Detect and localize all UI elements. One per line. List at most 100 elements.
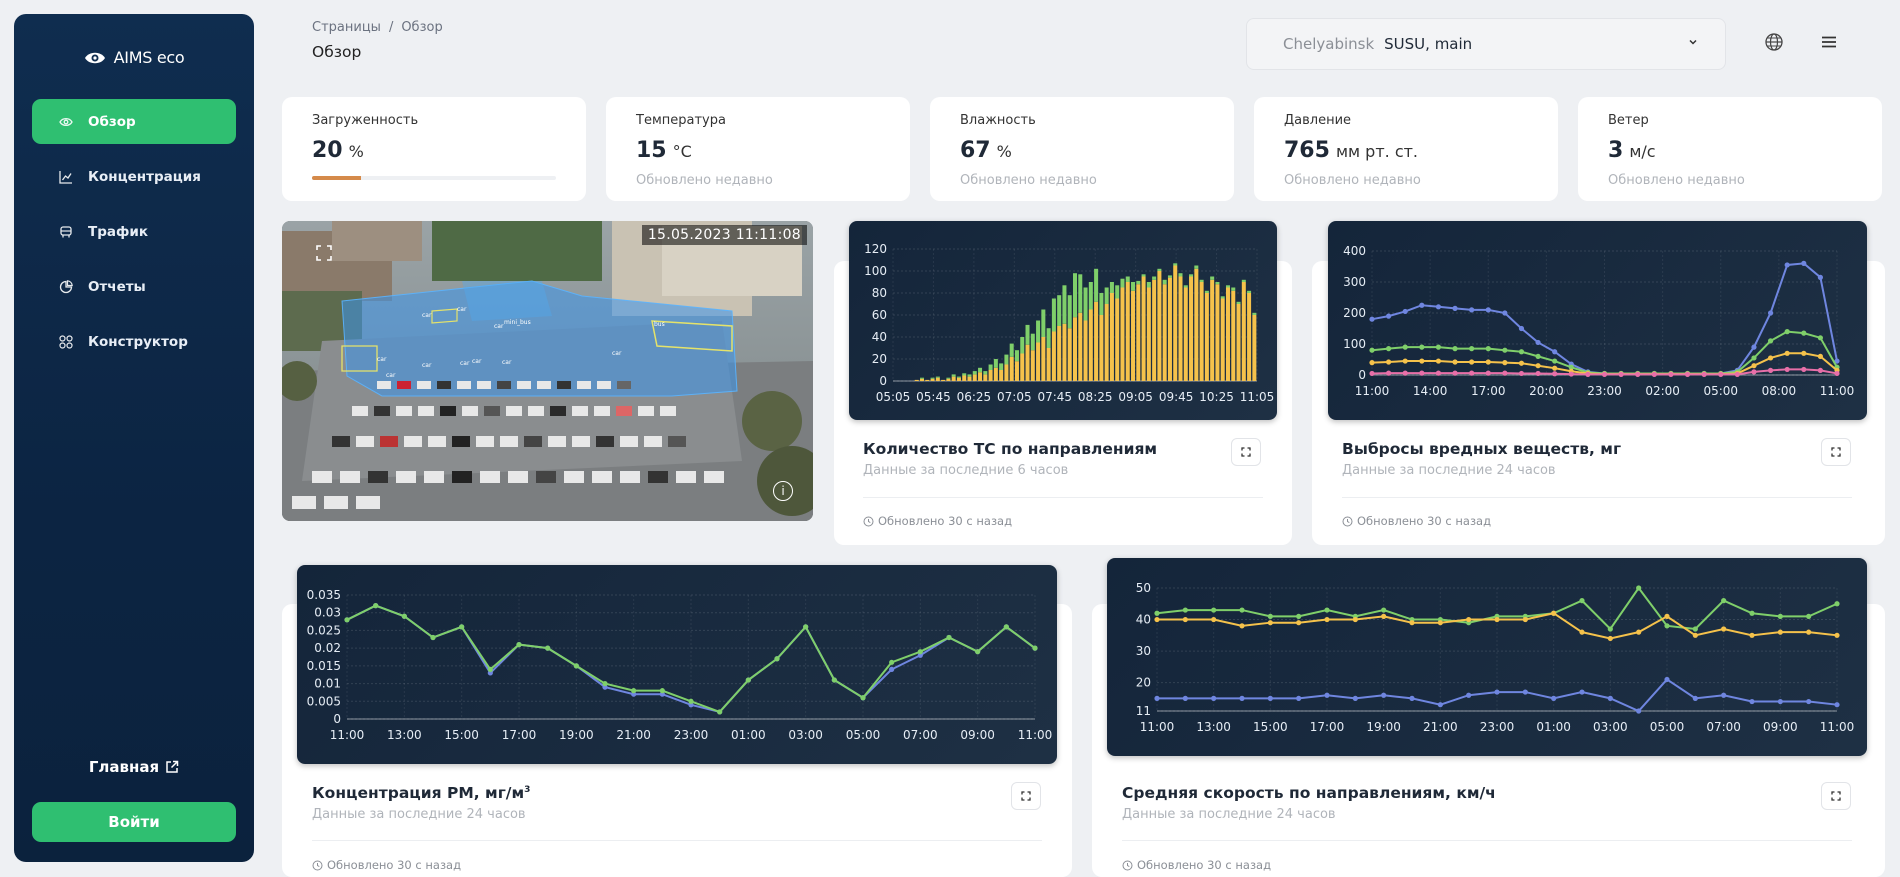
info-icon[interactable]: i: [773, 481, 793, 501]
data-point: [717, 709, 723, 715]
bar: [1252, 312, 1257, 315]
data-point: [1518, 360, 1525, 366]
breadcrumb-pages[interactable]: Страницы: [312, 20, 381, 35]
bar: [1057, 295, 1062, 326]
bar: [1004, 354, 1009, 365]
data-point: [1267, 613, 1273, 619]
x-tick-label: 03:00: [1593, 720, 1628, 734]
traffic-expand-button[interactable]: [1231, 438, 1261, 466]
svg-text:car: car: [494, 323, 504, 330]
x-tick-label: 01:00: [1536, 720, 1571, 734]
speed-expand-button[interactable]: [1821, 782, 1851, 810]
data-point: [1369, 316, 1375, 322]
sidebar-item-reports[interactable]: Отчеты: [32, 264, 236, 309]
x-tick-label: 13:00: [1196, 720, 1231, 734]
sidebar-item-overview[interactable]: Обзор: [32, 99, 236, 144]
bar: [1062, 323, 1067, 381]
data-point: [1636, 629, 1642, 635]
data-point: [1784, 350, 1790, 356]
data-point: [889, 659, 895, 665]
emissions-expand-button[interactable]: [1821, 438, 1851, 466]
bar: [1088, 282, 1093, 310]
stat-value: 20: [312, 138, 343, 163]
y-tick-label: 0.025: [307, 623, 341, 637]
sidebar-item-constructor[interactable]: Конструктор: [32, 319, 236, 364]
sidebar-item-concentration[interactable]: Концентрация: [32, 154, 236, 199]
data-point: [1381, 692, 1387, 698]
bar: [1247, 293, 1252, 381]
globe-icon[interactable]: [1762, 30, 1786, 54]
data-point: [344, 617, 350, 623]
bar: [1062, 285, 1067, 324]
bar: [1057, 326, 1062, 381]
stat-card-wind: Ветер 3 м/с Обновлено недавно: [1578, 97, 1882, 201]
x-tick-label: 20:00: [1529, 384, 1564, 398]
data-point: [1806, 629, 1812, 635]
bar: [962, 373, 967, 376]
bar: [983, 374, 988, 381]
data-point: [1386, 359, 1392, 365]
bar: [1204, 290, 1209, 293]
data-point: [1817, 274, 1823, 280]
x-tick-label: 23:00: [674, 728, 709, 742]
data-point: [1751, 355, 1757, 361]
data-point: [1409, 620, 1415, 626]
bar: [1046, 348, 1051, 381]
bar: [1225, 287, 1230, 381]
data-point: [1607, 626, 1613, 632]
traffic-card-subtitle: Данные за последние 6 часов: [863, 463, 1069, 478]
data-point: [1535, 353, 1541, 359]
svg-text:bus: bus: [654, 321, 665, 328]
bar: [1136, 280, 1141, 285]
data-point: [1437, 702, 1443, 708]
bar: [1104, 287, 1109, 304]
data-point: [1518, 370, 1525, 377]
data-point: [430, 634, 436, 641]
data-point: [1402, 370, 1408, 376]
data-point: [1801, 366, 1807, 373]
bar: [1083, 320, 1088, 381]
app-logo[interactable]: AIMS eco: [14, 48, 254, 67]
data-point: [1502, 347, 1508, 353]
fullscreen-icon[interactable]: [316, 245, 332, 261]
data-point: [1502, 310, 1508, 316]
stat-unit: м/с: [1629, 142, 1656, 161]
svg-text:car: car: [377, 356, 387, 363]
data-point: [1452, 346, 1458, 352]
data-point: [1469, 359, 1475, 365]
bar: [1146, 287, 1151, 381]
svg-text:car: car: [457, 306, 467, 313]
data-point: [1182, 616, 1188, 623]
x-tick-label: 07:00: [1706, 720, 1741, 734]
data-point: [1239, 623, 1245, 629]
data-point: [1751, 363, 1757, 369]
menu-icon[interactable]: [1817, 30, 1841, 54]
pm-card-subtitle: Данные за последние 24 часов: [312, 807, 526, 822]
data-point: [1618, 371, 1624, 377]
bar: [983, 371, 988, 375]
stat-card-load: Загруженность 20%: [282, 97, 586, 201]
stat-updated: Обновлено недавно: [1284, 173, 1421, 188]
login-button[interactable]: Войти: [32, 802, 236, 842]
bar: [1067, 328, 1072, 381]
chart-icon: [58, 169, 74, 185]
sidebar-item-traffic[interactable]: Трафик: [32, 209, 236, 254]
bar: [946, 377, 951, 379]
home-link[interactable]: Главная: [14, 758, 254, 776]
y-tick-label: 30: [1136, 644, 1151, 658]
data-point: [1469, 346, 1475, 352]
bar: [925, 379, 930, 381]
bar: [1220, 298, 1225, 381]
bar: [1046, 328, 1051, 348]
data-point: [1518, 325, 1525, 332]
data-point: [889, 666, 895, 672]
y-tick-label: 40: [1136, 613, 1151, 627]
location-select[interactable]: Chelyabinsk SUSU, main: [1246, 18, 1726, 70]
pm-expand-button[interactable]: [1011, 782, 1041, 810]
bar: [993, 359, 998, 368]
data-point: [1552, 358, 1558, 364]
bar: [1167, 275, 1172, 278]
data-point: [1535, 339, 1541, 346]
camera-feed[interactable]: car car car mini_bus car bus car car car car car…: [282, 221, 813, 521]
data-point: [1721, 692, 1727, 698]
